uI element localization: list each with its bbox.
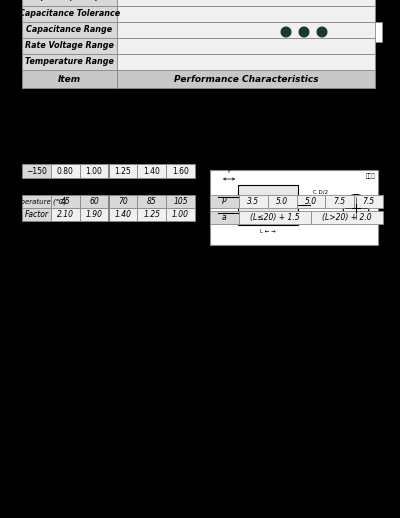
Bar	[117, 54, 375, 70]
Text: L ← →: L ← →	[260, 229, 276, 234]
Bar	[22, 208, 51, 221]
Bar	[239, 195, 268, 208]
Text: P: P	[222, 197, 227, 206]
Bar	[278, 24, 294, 40]
Bar	[22, 6, 117, 22]
Text: 45: 45	[60, 197, 70, 206]
Bar	[80, 164, 108, 178]
Text: 105: 105	[173, 197, 188, 206]
Bar	[80, 195, 108, 208]
Bar	[238, 185, 298, 225]
Text: 7.5: 7.5	[334, 197, 346, 206]
Text: 1.00: 1.00	[86, 166, 102, 176]
Bar	[166, 195, 195, 208]
Text: Item: Item	[58, 75, 81, 83]
Text: 1.40: 1.40	[114, 210, 132, 219]
Bar	[354, 195, 383, 208]
Bar	[22, 70, 117, 88]
Text: 3.5: 3.5	[247, 197, 259, 206]
Text: 1.25: 1.25	[114, 166, 131, 176]
Bar	[330, 22, 382, 42]
Bar	[117, 6, 375, 22]
Bar	[210, 195, 239, 208]
Text: 1.90: 1.90	[86, 210, 102, 219]
Bar	[137, 164, 166, 178]
Text: 0.80: 0.80	[57, 166, 74, 176]
Text: 70: 70	[118, 197, 128, 206]
Text: 1.40: 1.40	[143, 166, 160, 176]
Bar	[108, 164, 137, 178]
Bar	[22, 22, 117, 38]
Text: (L≤20) + 1.5: (L≤20) + 1.5	[250, 213, 300, 222]
Text: 7.5: 7.5	[362, 197, 375, 206]
Text: (L>20) + 2.0: (L>20) + 2.0	[322, 213, 372, 222]
Bar	[166, 208, 195, 221]
Bar	[22, 38, 117, 54]
Bar	[296, 195, 325, 208]
Text: Capacitance Tolerance: Capacitance Tolerance	[19, 9, 120, 19]
Text: 1.00: 1.00	[172, 210, 189, 219]
Bar	[22, 195, 51, 208]
Text: Factor: Factor	[24, 210, 48, 219]
Text: a: a	[222, 213, 227, 222]
Text: 1.60: 1.60	[172, 166, 189, 176]
Bar	[137, 195, 166, 208]
Circle shape	[281, 27, 291, 37]
Bar	[296, 24, 312, 40]
Text: F: F	[227, 169, 231, 174]
Text: 60: 60	[89, 197, 99, 206]
Text: 85: 85	[147, 197, 157, 206]
Bar	[22, 0, 117, 6]
Text: 5.0: 5.0	[305, 197, 317, 206]
Circle shape	[299, 27, 309, 37]
Text: Capacitance Range: Capacitance Range	[26, 25, 112, 35]
Bar	[314, 24, 330, 40]
Text: 尺寸图: 尺寸图	[365, 173, 375, 179]
Bar	[117, 22, 375, 38]
Text: Temperature (℃): Temperature (℃)	[6, 198, 67, 205]
Bar	[22, 164, 51, 178]
Text: 1.25: 1.25	[143, 210, 160, 219]
Bar	[166, 164, 195, 178]
Bar	[210, 211, 239, 224]
Text: 5.0: 5.0	[276, 197, 288, 206]
Text: Leakage current
(+20℃,max.): Leakage current (+20℃,max.)	[32, 0, 106, 2]
Bar	[239, 211, 311, 224]
Bar	[51, 164, 80, 178]
Text: Rate Voltage Range: Rate Voltage Range	[25, 41, 114, 50]
Bar	[117, 0, 375, 6]
Bar	[108, 208, 137, 221]
Bar	[137, 208, 166, 221]
Text: Temperature Range: Temperature Range	[25, 57, 114, 66]
Bar	[51, 195, 80, 208]
Bar	[117, 38, 375, 54]
Bar	[108, 195, 137, 208]
Bar	[325, 195, 354, 208]
Text: C D/2: C D/2	[313, 189, 328, 194]
Circle shape	[317, 27, 327, 37]
Bar	[22, 54, 117, 70]
Text: Performance Characteristics: Performance Characteristics	[174, 75, 318, 83]
Bar	[210, 170, 378, 245]
Bar	[51, 208, 80, 221]
Bar	[117, 70, 375, 88]
Bar	[80, 208, 108, 221]
Text: −150: −150	[26, 166, 47, 176]
Bar	[268, 195, 296, 208]
Bar	[311, 211, 383, 224]
Text: 2.10: 2.10	[57, 210, 74, 219]
